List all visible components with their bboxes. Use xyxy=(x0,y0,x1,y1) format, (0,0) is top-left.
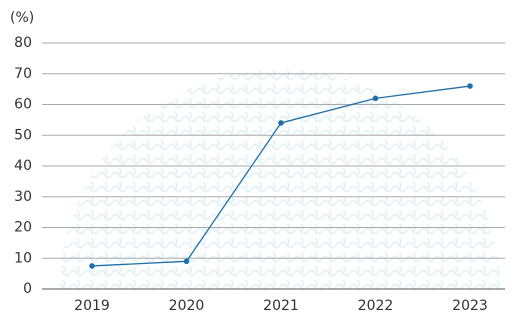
point xyxy=(278,120,284,126)
x-tick-label: 2021 xyxy=(263,298,299,314)
x-tick-label: 2019 xyxy=(74,298,110,314)
point xyxy=(184,259,190,265)
y-tick-label: 20 xyxy=(14,220,32,236)
x-tick-label: 2023 xyxy=(452,298,488,314)
point xyxy=(467,83,473,89)
point xyxy=(373,96,379,102)
point xyxy=(89,263,95,269)
y-tick-label: 70 xyxy=(14,66,32,82)
y-tick-label: 80 xyxy=(14,35,32,51)
chart: (%) 0 10 20 30 40 50 60 70 80 2019 2020 2021 2022 202… xyxy=(0,0,516,315)
x-tick-label: 2020 xyxy=(169,298,205,314)
y-tick-label: 0 xyxy=(23,281,32,297)
y-axis-label: (%) xyxy=(10,10,34,26)
x-tick-label: 2022 xyxy=(358,298,394,314)
background-pattern xyxy=(60,69,500,289)
y-tick-label: 50 xyxy=(14,127,32,143)
y-tick-label: 10 xyxy=(14,250,32,266)
y-tick-label: 60 xyxy=(14,97,32,113)
y-tick-label: 40 xyxy=(14,158,32,174)
y-tick-label: 30 xyxy=(14,189,32,205)
